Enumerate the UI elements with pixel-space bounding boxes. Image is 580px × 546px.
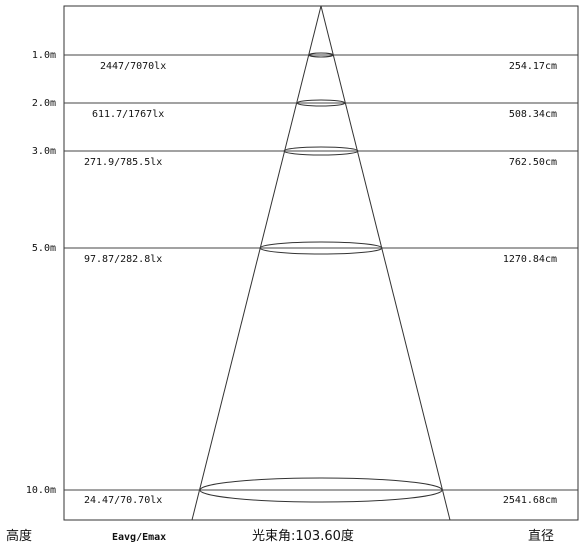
beam-angle-label: 光束角:103.60度 bbox=[252, 528, 354, 544]
height-row: 1.0m 2447/7070lx 254.17cm bbox=[32, 50, 578, 72]
illuminance-label: 271.9/785.5lx bbox=[84, 157, 162, 168]
illuminance-label: 24.47/70.70lx bbox=[84, 495, 162, 506]
beam-right-edge bbox=[320, 5, 451, 521]
illuminance-label: 97.87/282.8lx bbox=[84, 254, 162, 265]
height-label: 1.0m bbox=[32, 50, 56, 61]
diameter-value: 254.17cm bbox=[509, 61, 557, 72]
height-row: 5.0m 97.87/282.8lx 1270.84cm bbox=[32, 241, 578, 265]
height-label: 10.0m bbox=[26, 485, 56, 496]
height-row: 10.0m 24.47/70.70lx 2541.68cm bbox=[26, 477, 578, 506]
beam-left-edge bbox=[191, 5, 322, 521]
height-column-label: 高度 bbox=[6, 528, 32, 544]
illuminance-label: 2447/7070lx bbox=[100, 61, 166, 72]
height-label: 5.0m bbox=[32, 243, 56, 254]
beam-cross-section bbox=[259, 241, 383, 255]
diameter-column-label: 直径 bbox=[528, 529, 554, 544]
diameter-value: 1270.84cm bbox=[503, 254, 557, 265]
diameter-value: 762.50cm bbox=[509, 157, 557, 168]
beam-cross-section bbox=[199, 477, 443, 503]
beam-cross-section bbox=[308, 52, 334, 58]
diameter-value: 508.34cm bbox=[509, 109, 557, 120]
eavg-emax-label: Eavg/Emax bbox=[112, 532, 166, 543]
diameter-value: 2541.68cm bbox=[503, 495, 557, 506]
illuminance-label: 611.7/1767lx bbox=[92, 109, 164, 120]
height-label: 2.0m bbox=[32, 98, 56, 109]
beam-cross-section bbox=[296, 99, 346, 107]
height-row: 3.0m 271.9/785.5lx 762.50cm bbox=[32, 146, 578, 168]
beam-cross-section bbox=[283, 146, 359, 156]
height-label: 3.0m bbox=[32, 146, 56, 157]
height-row: 2.0m 611.7/1767lx 508.34cm bbox=[32, 98, 578, 120]
